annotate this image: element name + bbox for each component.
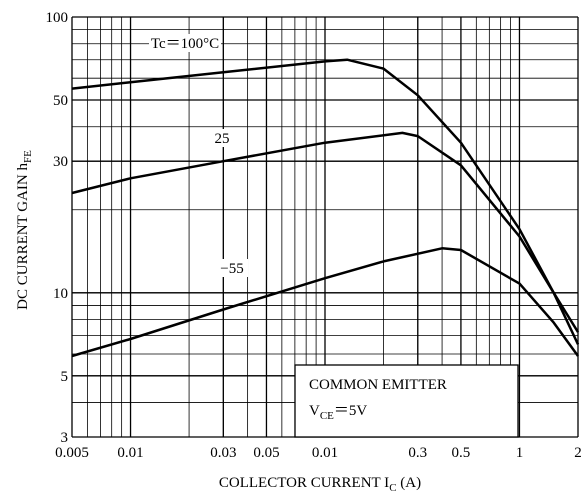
x-axis-label-part: (A) bbox=[397, 475, 422, 491]
x-tick-label: 0.01 bbox=[312, 445, 338, 461]
x-tick-label: 0.3 bbox=[408, 445, 427, 461]
x-axis-label-part: COLLECTOR CURRENT I bbox=[219, 475, 389, 491]
series-label-bg bbox=[210, 129, 234, 147]
series-label: Tc＝100°C bbox=[151, 36, 219, 52]
annotation-part: ＝5V bbox=[334, 403, 368, 419]
y-axis-label: DC CURRENT GAIN hFE bbox=[15, 150, 34, 310]
y-axis-label-part: FE bbox=[22, 150, 34, 163]
series-line bbox=[71, 247, 580, 358]
x-tick-label: 2 bbox=[574, 445, 582, 461]
annotation-box bbox=[294, 364, 519, 438]
x-tick-label: 0.5 bbox=[452, 445, 471, 461]
x-axis-label: COLLECTOR CURRENT IC (A) bbox=[219, 475, 421, 494]
y-axis-label-part: DC CURRENT GAIN h bbox=[15, 163, 31, 310]
series-label: −55 bbox=[220, 261, 243, 277]
x-tick-label: 1 bbox=[516, 445, 524, 461]
series-label: 25 bbox=[215, 131, 230, 147]
x-tick-label: 0.05 bbox=[253, 445, 279, 461]
x-tick-label: 0.03 bbox=[210, 445, 236, 461]
x-tick-label: 0.005 bbox=[55, 445, 89, 461]
annotation-text: VCE＝5V bbox=[309, 403, 367, 422]
annotation-part: CE bbox=[320, 410, 334, 422]
y-tick-label: 3 bbox=[61, 430, 69, 446]
series-label-bg bbox=[149, 34, 221, 52]
y-tick-label: 5 bbox=[61, 369, 69, 385]
y-tick-label: 100 bbox=[46, 10, 69, 26]
y-tick-label: 30 bbox=[53, 154, 68, 170]
y-tick-label: 50 bbox=[53, 93, 68, 109]
series-line bbox=[71, 131, 580, 345]
x-tick-label: 0.01 bbox=[117, 445, 143, 461]
series-label-bg bbox=[216, 259, 248, 277]
series-line bbox=[71, 58, 580, 333]
y-tick-label: 10 bbox=[53, 286, 68, 302]
annotation-part: V bbox=[309, 403, 320, 419]
x-axis-label-part: C bbox=[389, 482, 396, 494]
annotation-text: COMMON EMITTER bbox=[309, 377, 447, 393]
